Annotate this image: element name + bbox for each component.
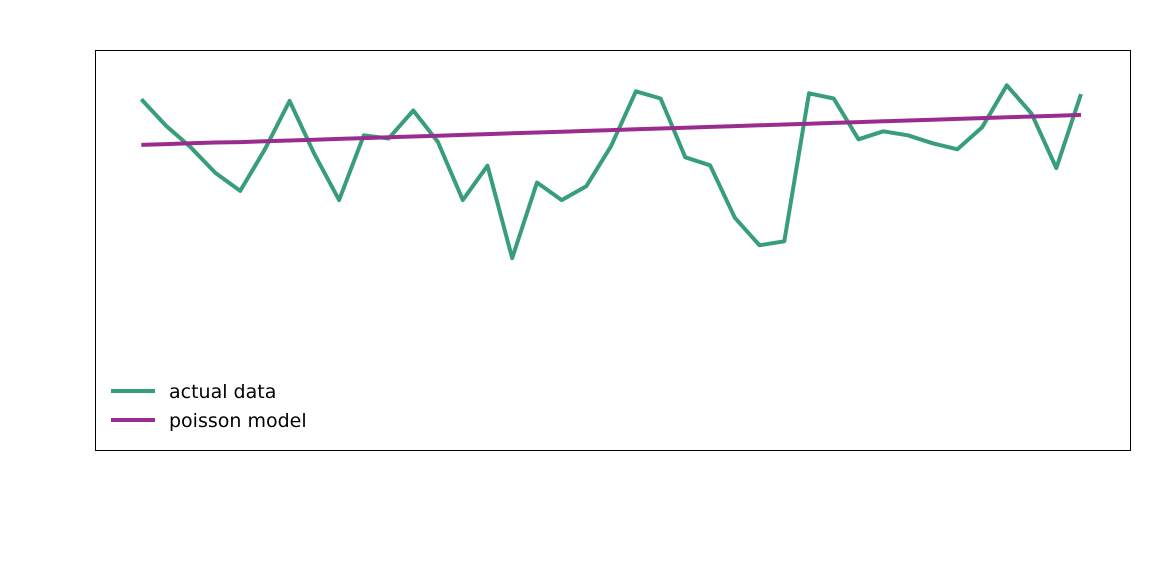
series-layer [139, 83, 1083, 261]
legend: actual data poisson model [111, 381, 307, 432]
legend-label-poisson-model: poisson model [169, 410, 307, 432]
legend-label-actual-data: actual data [169, 381, 276, 403]
series-line-actual-data [139, 83, 1083, 261]
series-line-poisson-model [141, 112, 1082, 147]
